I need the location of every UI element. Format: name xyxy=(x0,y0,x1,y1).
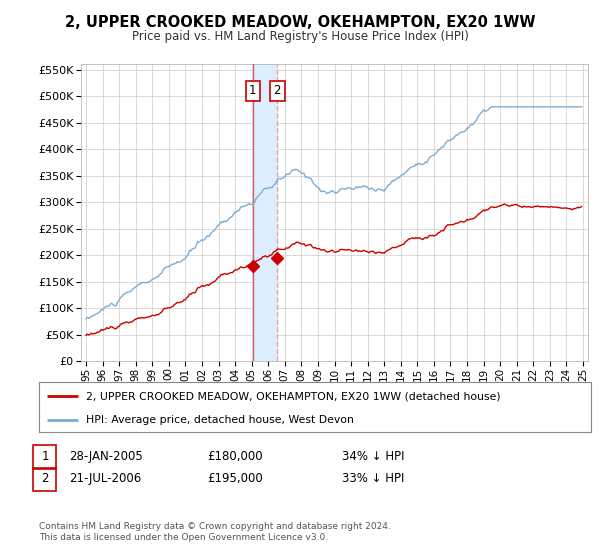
Text: 1: 1 xyxy=(249,85,257,97)
Text: 34% ↓ HPI: 34% ↓ HPI xyxy=(342,450,404,463)
Text: 2: 2 xyxy=(274,85,281,97)
Bar xyxy=(253,64,277,361)
Text: 2: 2 xyxy=(41,472,49,486)
Text: 2, UPPER CROOKED MEADOW, OKEHAMPTON, EX20 1WW (detached house): 2, UPPER CROOKED MEADOW, OKEHAMPTON, EX2… xyxy=(86,391,500,401)
Text: £195,000: £195,000 xyxy=(207,472,263,486)
Text: Price paid vs. HM Land Registry's House Price Index (HPI): Price paid vs. HM Land Registry's House … xyxy=(131,30,469,43)
Text: 2, UPPER CROOKED MEADOW, OKEHAMPTON, EX20 1WW: 2, UPPER CROOKED MEADOW, OKEHAMPTON, EX2… xyxy=(65,15,535,30)
Text: 28-JAN-2005: 28-JAN-2005 xyxy=(69,450,143,463)
Text: HPI: Average price, detached house, West Devon: HPI: Average price, detached house, West… xyxy=(86,415,354,424)
Text: £180,000: £180,000 xyxy=(207,450,263,463)
Text: Contains HM Land Registry data © Crown copyright and database right 2024.: Contains HM Land Registry data © Crown c… xyxy=(39,522,391,531)
Text: 1: 1 xyxy=(41,450,49,463)
Text: 21-JUL-2006: 21-JUL-2006 xyxy=(69,472,141,486)
Text: 33% ↓ HPI: 33% ↓ HPI xyxy=(342,472,404,486)
Text: This data is licensed under the Open Government Licence v3.0.: This data is licensed under the Open Gov… xyxy=(39,533,328,542)
